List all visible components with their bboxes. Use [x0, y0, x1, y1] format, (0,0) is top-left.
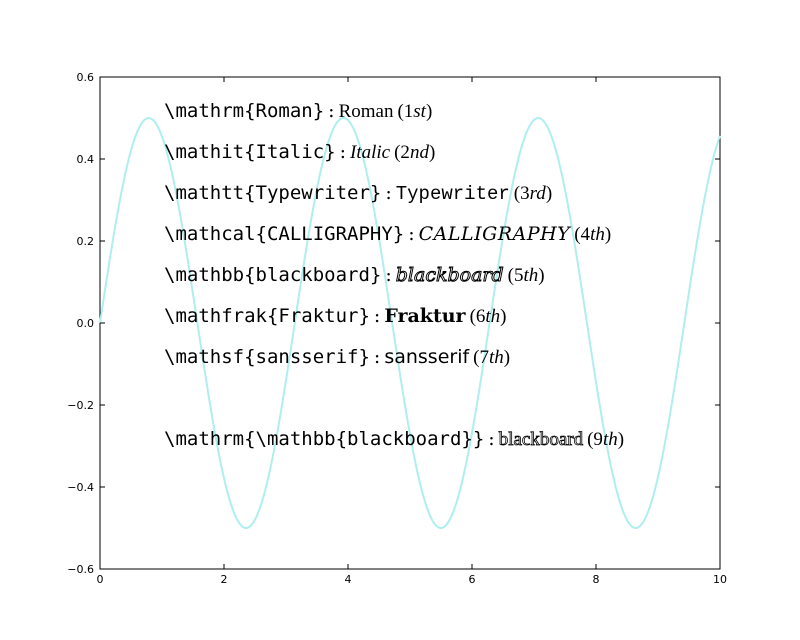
series-line-0 [99, 116, 721, 530]
annotation-separator: : [328, 100, 335, 122]
y-tick-label: −0.4 [67, 481, 94, 494]
x-tick-label: 8 [593, 573, 600, 586]
annotation-order-suffix: nd [409, 142, 429, 163]
annotation-rendered-text: sansserif [384, 346, 470, 368]
annotation-order: (2nd) [394, 142, 436, 163]
x-tick-label: 4 [345, 573, 352, 586]
annotation-row: \mathbb{blackboard}: blackboard (5th) [164, 263, 545, 288]
annotation-row: \mathfrak{Fraktur}: Fraktur (6th) [164, 304, 507, 329]
annotation-order: (6th) [469, 306, 507, 327]
annotation-separator: : [408, 223, 415, 245]
y-tick-label: 0.2 [77, 235, 95, 248]
annotation-order-suffix: th [485, 306, 501, 327]
annotation-rendered-text: CALLIGRAPHY [418, 223, 571, 245]
annotation-command: \mathrm{\mathbb{blackboard}} [164, 428, 485, 450]
annotation-rendered-text: blackboard [395, 264, 504, 287]
annotation-order: (4th) [574, 224, 612, 245]
annotation-order: (1st) [397, 101, 433, 122]
annotation-command: \mathrm{Roman} [164, 100, 325, 122]
annotation-order-suffix: th [523, 265, 539, 286]
annotation-separator: : [488, 428, 495, 450]
annotation-row: \mathcal{CALLIGRAPHY}: CALLIGRAPHY (4th) [164, 222, 611, 247]
annotation-order-suffix: th [489, 347, 504, 368]
x-tick-label: 2 [221, 573, 228, 586]
y-tick-label: 0.6 [77, 71, 95, 84]
annotation-separator: : [339, 141, 346, 163]
y-tick-label: −0.6 [67, 563, 94, 576]
annotation-separator: : [373, 305, 381, 327]
x-tick-label: 0 [97, 573, 104, 586]
annotation-order-suffix: rd [529, 183, 546, 204]
annotation-rendered-text: Fraktur [384, 305, 466, 327]
annotation-rendered-text: Typewriter [395, 183, 510, 205]
annotation-order-suffix: th [590, 224, 605, 245]
y-tick-label: −0.2 [67, 399, 94, 412]
annotation-rendered-text: blackboard [498, 429, 584, 451]
y-tick-label: 0.0 [77, 317, 95, 330]
annotation-command: \mathsf{sansserif} [164, 346, 370, 368]
annotation-separator: : [373, 346, 381, 368]
x-tick-label: 6 [469, 573, 476, 586]
annotation-order: (9th) [587, 429, 625, 450]
ticks-layer: 0 2 4 6 8 10 −0.6 −0.4 −0.2 0.0 0.2 0.4 0.6 [67, 71, 727, 586]
annotation-command: \mathcal{CALLIGRAPHY} [164, 223, 405, 245]
x-tick-label: 10 [713, 573, 727, 586]
annotation-row: \mathrm{\mathbb{blackboard}}: blackboard(… [164, 427, 624, 452]
annotation-row: \mathtt{Typewriter}: Typewriter (3rd) [164, 181, 552, 206]
annotation-command: \mathit{Italic} [164, 141, 336, 163]
annotation-order-suffix: th [602, 429, 618, 450]
annotation-command: \mathfrak{Fraktur} [164, 305, 370, 327]
annotation-order: (7th) [473, 347, 511, 368]
annotation-separator: : [385, 182, 392, 204]
annotation-row: \mathsf{sansserif}: sansserif (7th) [164, 345, 510, 370]
annotation-order: (3rd) [513, 183, 553, 204]
y-tick-label: 0.4 [77, 153, 95, 166]
series-layer [99, 116, 721, 530]
annotation-command: \mathtt{Typewriter} [164, 182, 382, 204]
annotation-rendered-text: Italic [350, 142, 391, 163]
annotation-row: \mathrm{Roman}: Roman (1st) [164, 99, 432, 124]
annotation-rendered-text: Roman [338, 101, 394, 122]
annotation-command: \mathbb{blackboard} [164, 264, 382, 286]
annotation-separator: : [385, 264, 392, 286]
annotation-order-suffix: st [413, 101, 426, 122]
annotation-order: (5th) [507, 265, 545, 286]
annotation-row: \mathit{Italic}: Italic (2nd) [164, 140, 435, 165]
